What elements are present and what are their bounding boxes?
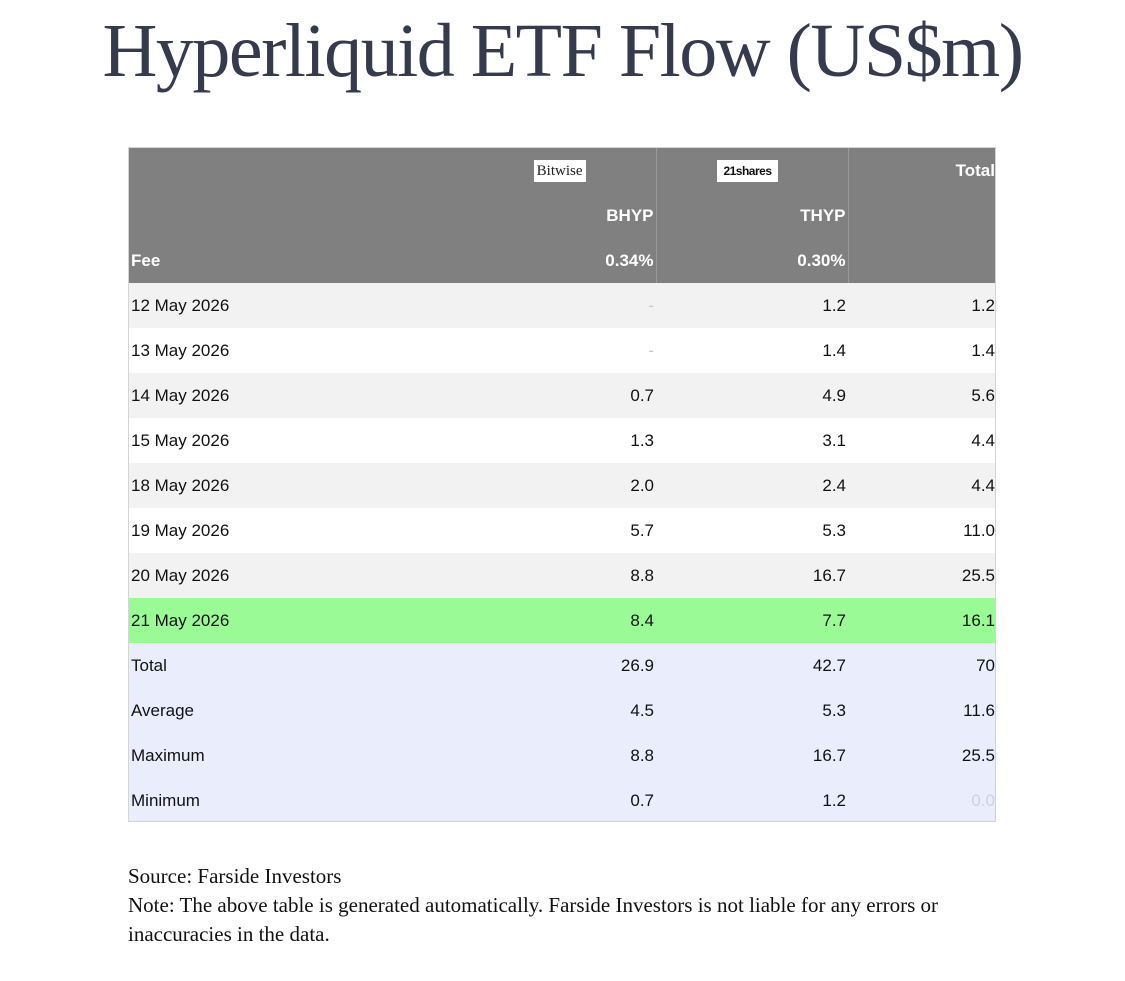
table-row: 19 May 2026 5.7 5.3 11.0	[129, 508, 995, 553]
table-row: 21 May 2026 8.4 7.7 16.1	[129, 598, 995, 643]
bhyp-value: 5.7	[466, 508, 656, 553]
thyp-value: 2.4	[656, 463, 848, 508]
bitwise-logo: Bitwise	[533, 159, 586, 182]
total-value: 4.4	[848, 418, 995, 463]
row-label: Minimum	[129, 778, 466, 821]
thyp-value: 16.7	[656, 553, 848, 598]
thyp-value: 5.3	[656, 688, 848, 733]
summary-row: Total 26.9 42.7 70	[129, 643, 995, 688]
total-value: 70	[848, 643, 995, 688]
table-header: Bitwise 21shares Total BHYP THYP Fee 0.3…	[129, 148, 995, 283]
table-row: 18 May 2026 2.0 2.4 4.4	[129, 463, 995, 508]
total-value: 25.5	[848, 733, 995, 778]
bhyp-value: 8.8	[466, 553, 656, 598]
source-note: Source: Farside Investors	[128, 864, 342, 888]
total-value: 16.1	[848, 598, 995, 643]
row-label: 14 May 2026	[129, 373, 466, 418]
row-label: Average	[129, 688, 466, 733]
summary-row: Maximum 8.8 16.7 25.5	[129, 733, 995, 778]
row-label: Total	[129, 643, 466, 688]
total-value: 11.6	[848, 688, 995, 733]
table-body: 12 May 2026-1.2 1.2 13 May 2026-1.4 1.4 14 M…	[129, 283, 995, 821]
thyp-value: 42.7	[656, 643, 848, 688]
bhyp-value: 8.8	[466, 733, 656, 778]
flow-table: Bitwise 21shares Total BHYP THYP Fee 0.3…	[129, 148, 995, 821]
thyp-value: 1.2	[656, 778, 848, 821]
21shares-logo: 21shares	[717, 159, 778, 182]
row-label: 19 May 2026	[129, 508, 466, 553]
bhyp-value: -	[466, 283, 656, 328]
ticker-thyp: THYP	[655, 193, 848, 238]
table-row: 12 May 2026-1.2 1.2	[129, 283, 995, 328]
disclaimer-note: Note: The above table is generated autom…	[128, 893, 938, 946]
total-value: 1.4	[848, 328, 995, 373]
bhyp-value: 2.0	[466, 463, 656, 508]
thyp-value: 5.3	[656, 508, 848, 553]
thyp-value: 7.7	[656, 598, 848, 643]
thyp-value: 16.7	[656, 733, 848, 778]
table-row: 20 May 2026 8.8 16.7 25.5	[129, 553, 995, 598]
bhyp-value: 0.7	[466, 778, 656, 821]
thyp-value: 4.9	[656, 373, 848, 418]
total-value: 5.6	[848, 373, 995, 418]
bhyp-value: 1.3	[466, 418, 656, 463]
header-empty-cell	[129, 148, 466, 193]
footer: Source: Farside Investors Note: The abov…	[128, 862, 1008, 949]
total-value: 25.5	[848, 553, 995, 598]
etf-flow-table: Bitwise 21shares Total BHYP THYP Fee 0.3…	[128, 147, 996, 822]
summary-row: Average 4.5 5.3 11.6	[129, 688, 995, 733]
summary-row: Minimum 0.7 1.2 0.0	[129, 778, 995, 821]
total-value: 0.0	[848, 778, 995, 821]
table-row: 14 May 2026 0.7 4.9 5.6	[129, 373, 995, 418]
row-label: 12 May 2026	[129, 283, 466, 328]
header-bitwise-cell: Bitwise	[466, 148, 656, 193]
thyp-value: 3.1	[656, 418, 848, 463]
header-fee-row: Fee 0.34% 0.30%	[129, 238, 995, 283]
header-21shares-cell: 21shares	[655, 148, 848, 193]
header-logo-row: Bitwise 21shares Total	[129, 148, 995, 193]
bhyp-value: -	[466, 328, 656, 373]
total-value: 1.2	[848, 283, 995, 328]
page-title: Hyperliquid ETF Flow (US$m)	[102, 9, 1024, 93]
total-value: 4.4	[848, 463, 995, 508]
fee-bhyp: 0.34%	[466, 238, 656, 283]
row-label: 20 May 2026	[129, 553, 466, 598]
row-label: 21 May 2026	[129, 598, 466, 643]
header-total-label: Total	[847, 148, 995, 193]
bhyp-value: 8.4	[466, 598, 656, 643]
bhyp-value: 0.7	[466, 373, 656, 418]
row-label: 18 May 2026	[129, 463, 466, 508]
fee-thyp: 0.30%	[655, 238, 848, 283]
row-label: 13 May 2026	[129, 328, 466, 373]
bhyp-value: 26.9	[466, 643, 656, 688]
thyp-value: 1.2	[656, 283, 848, 328]
row-label: Maximum	[129, 733, 466, 778]
thyp-value: 1.4	[656, 328, 848, 373]
table-row: 13 May 2026-1.4 1.4	[129, 328, 995, 373]
table-row: 15 May 2026 1.3 3.1 4.4	[129, 418, 995, 463]
header-ticker-row: BHYP THYP	[129, 193, 995, 238]
row-label: 15 May 2026	[129, 418, 466, 463]
total-value: 11.0	[848, 508, 995, 553]
bhyp-value: 4.5	[466, 688, 656, 733]
fee-label: Fee	[129, 238, 466, 283]
ticker-bhyp: BHYP	[466, 193, 656, 238]
